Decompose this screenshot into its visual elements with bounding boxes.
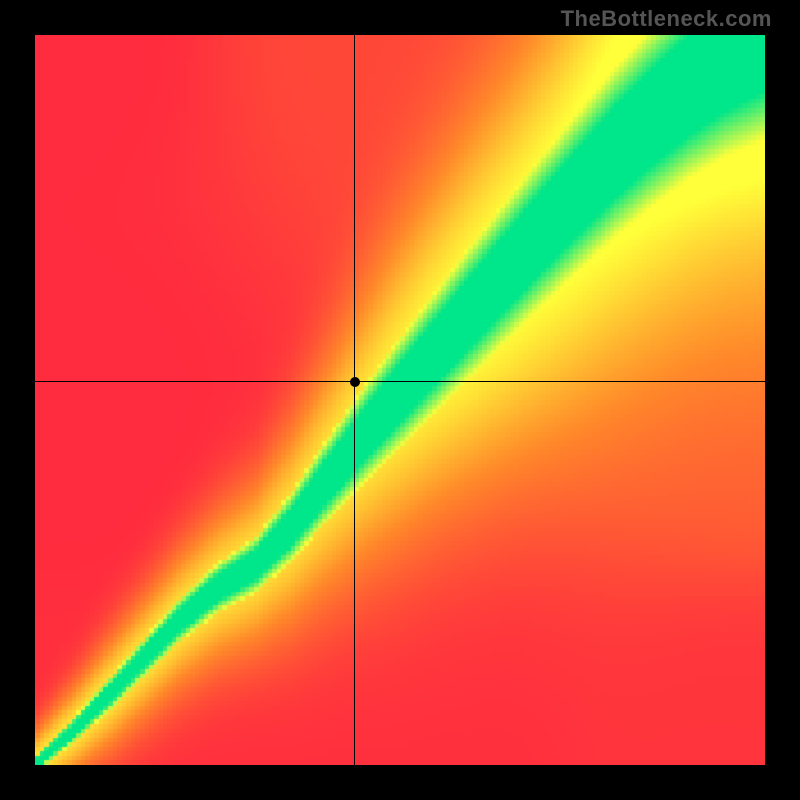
watermark-text: TheBottleneck.com bbox=[561, 6, 772, 32]
heatmap-plot bbox=[35, 35, 765, 765]
crosshair-marker bbox=[350, 377, 360, 387]
figure-container: TheBottleneck.com bbox=[0, 0, 800, 800]
crosshair-vertical bbox=[354, 35, 355, 765]
crosshair-horizontal bbox=[35, 381, 765, 382]
heatmap-canvas bbox=[35, 35, 765, 765]
